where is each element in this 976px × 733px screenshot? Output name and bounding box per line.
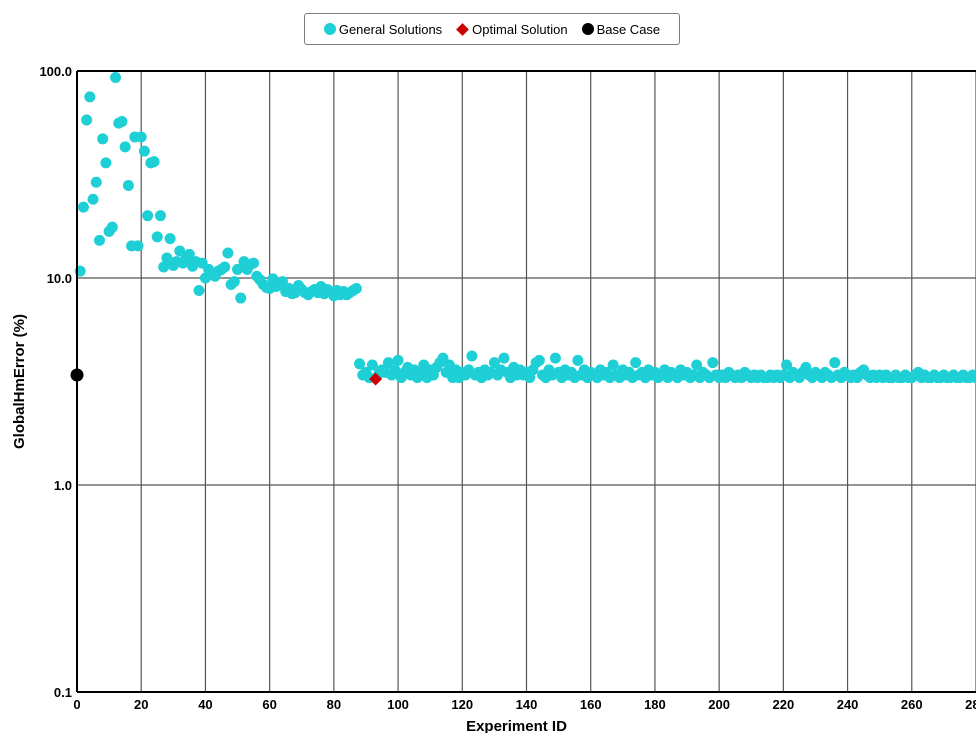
y-tick-label: 100.0	[39, 64, 72, 79]
general-solution-point	[466, 350, 478, 362]
y-tick-label: 0.1	[54, 685, 72, 700]
general-solution-point	[97, 133, 109, 145]
x-tick-label: 100	[387, 697, 409, 712]
legend-item-general-solutions: General Solutions	[323, 21, 443, 37]
legend-label: Optimal Solution	[472, 21, 568, 37]
general-solution-point	[248, 257, 260, 269]
general-solution-point	[81, 114, 93, 126]
general-solution-point	[148, 156, 160, 168]
general-solution-point	[232, 263, 244, 275]
x-tick-label: 160	[580, 697, 602, 712]
x-tick-label: 0	[73, 697, 80, 712]
x-tick-label: 40	[198, 697, 212, 712]
general-solution-point	[498, 352, 510, 364]
x-tick-label: 240	[837, 697, 859, 712]
general-solution-point	[970, 372, 976, 384]
general-solution-point	[135, 131, 147, 143]
x-tick-label: 80	[327, 697, 341, 712]
x-tick-label: 260	[901, 697, 923, 712]
general-solution-point	[228, 276, 240, 288]
general-solution-point	[607, 359, 619, 371]
x-tick-label: 180	[644, 697, 666, 712]
general-solution-point	[154, 210, 166, 222]
general-solution-point	[533, 354, 545, 366]
general-solution-point	[158, 261, 170, 273]
y-tick-label: 1.0	[54, 478, 72, 493]
general-solution-point	[142, 210, 154, 222]
general-solution-point	[161, 252, 173, 264]
general-solution-point	[366, 359, 378, 371]
general-solution-point	[219, 261, 231, 273]
general-solution-point	[84, 91, 96, 103]
legend-label: General Solutions	[338, 21, 443, 37]
general-solution-point	[77, 201, 89, 213]
data-points	[70, 72, 976, 386]
legend-swatch-circle-icon	[581, 23, 594, 35]
x-axis-title: Experiment ID	[466, 718, 567, 733]
general-solution-point	[389, 364, 401, 376]
general-solution-point	[100, 157, 112, 169]
general-solution-point	[87, 193, 99, 205]
x-tick-label: 140	[516, 697, 538, 712]
general-solution-point	[193, 285, 205, 297]
legend-label: Base Case	[596, 21, 661, 37]
general-solution-point	[132, 240, 144, 252]
general-solution-point	[382, 357, 394, 369]
x-tick-label: 200	[708, 697, 730, 712]
general-solution-point	[138, 145, 150, 157]
general-solution-point	[707, 357, 719, 369]
general-solution-point	[488, 357, 500, 369]
tick-labels: 0 20 40 60 80 100 120 140 160 180 200 220 240 260 280 1…	[39, 64, 976, 712]
general-solution-point	[630, 357, 642, 369]
general-solution-point	[222, 247, 234, 259]
general-solution-point	[93, 234, 105, 246]
general-solution-point	[354, 358, 366, 370]
x-tick-label: 60	[262, 697, 276, 712]
x-tick-label: 220	[773, 697, 795, 712]
y-axis-title: GlobalHmError (%)	[11, 314, 28, 449]
general-solution-point	[106, 221, 118, 233]
general-solution-point	[174, 245, 186, 257]
general-solution-point	[122, 179, 134, 191]
general-solution-point	[392, 354, 404, 366]
general-solution-point	[110, 72, 122, 84]
general-solution-point	[829, 357, 841, 369]
general-solution-point	[151, 231, 163, 243]
x-tick-label: 120	[451, 697, 473, 712]
general-solution-point	[164, 233, 176, 245]
general-solution-point	[119, 141, 131, 153]
x-tick-label: 280	[965, 697, 976, 712]
general-solution-point	[691, 359, 703, 371]
legend-item-base-case: Base Case	[581, 21, 661, 37]
general-solution-point	[183, 248, 195, 260]
general-solution-point	[781, 359, 793, 371]
y-tick-label: 10.0	[47, 271, 72, 286]
legend-item-optimal-solution: Optimal Solution	[456, 21, 568, 37]
legend: General Solutions Optimal Solution Base …	[304, 13, 680, 45]
x-tick-label: 20	[134, 697, 148, 712]
optimal-solution-point	[369, 372, 383, 386]
general-solution-point	[549, 352, 561, 364]
legend-swatch-circle-icon	[323, 23, 336, 35]
axes	[76, 70, 976, 693]
general-solution-point	[116, 116, 128, 128]
general-solution-point	[572, 354, 584, 366]
general-solution-point	[90, 176, 102, 188]
general-solution-point	[350, 282, 362, 294]
general-solution-point	[235, 292, 247, 304]
